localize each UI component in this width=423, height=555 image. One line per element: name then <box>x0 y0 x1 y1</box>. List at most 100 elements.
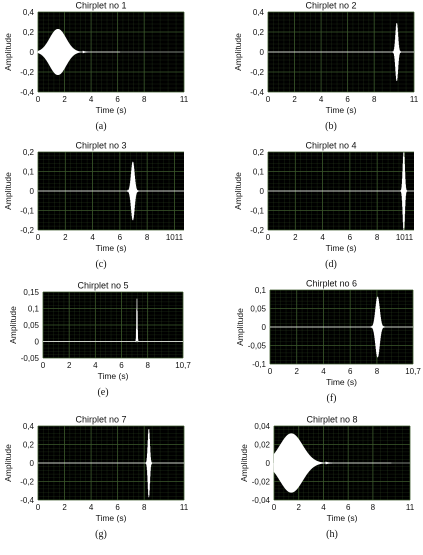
x-axis-label: Time (s) <box>326 105 357 115</box>
grid <box>42 291 184 359</box>
panel-title: Chirplet no 4 <box>305 141 356 151</box>
panel-caption: (h) <box>326 529 338 540</box>
panel-caption: (c) <box>95 259 106 270</box>
x-tick-label: 8 <box>145 233 150 242</box>
y-axis-label: Amplitude <box>233 172 243 210</box>
x-tick-label: 0 <box>266 233 271 242</box>
x-tick-label: 8 <box>142 95 147 104</box>
chirplet-trace <box>38 161 184 221</box>
x-tick-label: 8 <box>375 367 380 376</box>
y-tick-label: 0 <box>30 187 35 196</box>
y-tick-label: 0,2 <box>253 148 265 157</box>
x-tick-label: 2 <box>62 503 67 512</box>
panel-caption: (e) <box>97 387 108 398</box>
x-tick-label: 4 <box>89 503 94 512</box>
y-tick-label: 0 <box>266 459 271 468</box>
chart-panel-2: Chirplet no 2 0 2 4 6 8 11 0,4 0,2 0 -0,2 -0,4 Time … <box>233 1 419 133</box>
panel-caption: (d) <box>325 259 337 270</box>
x-tick-label: 11 <box>406 503 415 512</box>
x-axis-label: Time (s) <box>327 513 358 523</box>
panel-caption: (g) <box>95 529 107 540</box>
panel-caption: (f) <box>327 393 337 404</box>
chirplet-trace <box>37 28 121 76</box>
panel-title: Chirplet no 5 <box>77 281 128 291</box>
x-tick-label: 0 <box>266 95 271 104</box>
chart-panel-1: Chirplet no 1 0 2 4 6 8 11 0,4 0,2 0 -0,2 -0,4 Time … <box>3 1 189 133</box>
y-tick-label: -0,2 <box>20 478 34 487</box>
y-axis-label: Amplitude <box>8 306 18 344</box>
y-tick-label: 0,4 <box>23 422 35 431</box>
chart-panel-8: Chirplet no 8 0 2 4 6 8 11 0,04 0,02 0 -0,02 -0,04 T… <box>239 415 415 541</box>
x-tick-label: 4 <box>319 95 324 104</box>
x-tick-label: 0 <box>268 367 273 376</box>
x-tick-label: 6 <box>119 361 124 370</box>
chart-panel-3: Chirplet no 3 0 2 4 6 8 1011 0,2 0,1 0 -0,1 -0,2 Tim… <box>3 141 184 270</box>
x-tick-label: 0 <box>41 361 46 370</box>
x-tick-label: 2 <box>292 95 297 104</box>
panel-title: Chirplet no 6 <box>306 279 357 289</box>
y-axis-label: Amplitude <box>233 33 243 71</box>
y-tick-label: -0,2 <box>20 226 34 235</box>
y-tick-label: 0,02 <box>254 441 270 450</box>
panel-caption: (b) <box>325 121 337 132</box>
y-tick-label: -0,05 <box>21 354 40 363</box>
y-tick-label: -0,02 <box>252 478 271 487</box>
x-tick-label: 2 <box>67 361 72 370</box>
x-tick-label: 1011 <box>396 233 414 242</box>
x-tick-label: 4 <box>90 233 95 242</box>
x-tick-label: 6 <box>348 367 353 376</box>
x-tick-label: 8 <box>375 233 380 242</box>
panel-title: Chirplet no 8 <box>306 415 357 425</box>
x-tick-label: 0 <box>36 503 41 512</box>
x-tick-label: 10,7 <box>405 367 421 376</box>
panel-caption: (a) <box>95 121 106 132</box>
x-axis-label: Time (s) <box>96 243 127 253</box>
y-tick-label: 0 <box>35 338 40 347</box>
y-tick-label: 0,2 <box>23 148 35 157</box>
y-tick-label: 0,1 <box>253 168 265 177</box>
y-tick-label: 0,1 <box>255 286 267 295</box>
x-tick-label: 2 <box>293 233 298 242</box>
y-tick-label: -0,1 <box>250 207 264 216</box>
y-tick-label: 0 <box>30 459 35 468</box>
y-tick-label: -0,1 <box>252 360 266 369</box>
chart-panel-5: Chirplet no 50 2 4 6 8 10,70,150,10,050-0,05T… <box>8 281 191 399</box>
x-tick-label: 10,7 <box>175 361 191 370</box>
y-tick-label: -0,4 <box>20 88 34 97</box>
x-tick-label: 0 <box>272 503 277 512</box>
x-tick-label: 1011 <box>166 233 184 242</box>
chart-panel-7: Chirplet no 7 0 2 4 6 8 11 0,4 0,2 0 -0,2 -0,4 Time … <box>3 415 189 541</box>
y-tick-label: -0,1 <box>20 207 34 216</box>
chirplet-trace <box>268 152 414 231</box>
y-tick-label: 0,2 <box>23 28 35 37</box>
y-tick-label: -0,2 <box>20 68 34 77</box>
y-tick-label: 0,2 <box>253 28 265 37</box>
chirplet-trace <box>270 296 413 358</box>
y-tick-label: 0 <box>260 48 265 57</box>
y-axis-label: Amplitude <box>235 308 245 346</box>
x-tick-label: 0 <box>36 233 41 242</box>
x-tick-label: 6 <box>118 233 123 242</box>
x-tick-label: 6 <box>348 233 353 242</box>
x-tick-label: 6 <box>346 503 351 512</box>
x-tick-label: 2 <box>297 503 302 512</box>
x-tick-label: 6 <box>115 95 120 104</box>
y-axis-label: Amplitude <box>239 444 249 482</box>
x-tick-label: 6 <box>345 95 350 104</box>
x-axis-label: Time (s) <box>96 513 127 523</box>
y-tick-label: -0,4 <box>20 496 34 505</box>
x-tick-label: 2 <box>295 367 300 376</box>
y-tick-label: 0,2 <box>23 441 35 450</box>
y-tick-label: 0,4 <box>253 8 265 17</box>
x-tick-label: 0 <box>36 95 41 104</box>
y-tick-label: 0,1 <box>23 168 35 177</box>
panel-title: Chirplet no 1 <box>75 1 126 11</box>
x-tick-label: 4 <box>89 95 94 104</box>
x-tick-label: 8 <box>142 503 147 512</box>
x-tick-label: 11 <box>180 95 189 104</box>
x-tick-label: 8 <box>371 503 376 512</box>
x-tick-label: 11 <box>180 503 189 512</box>
y-tick-label: 0,04 <box>254 422 270 431</box>
y-tick-label: 0 <box>260 187 265 196</box>
